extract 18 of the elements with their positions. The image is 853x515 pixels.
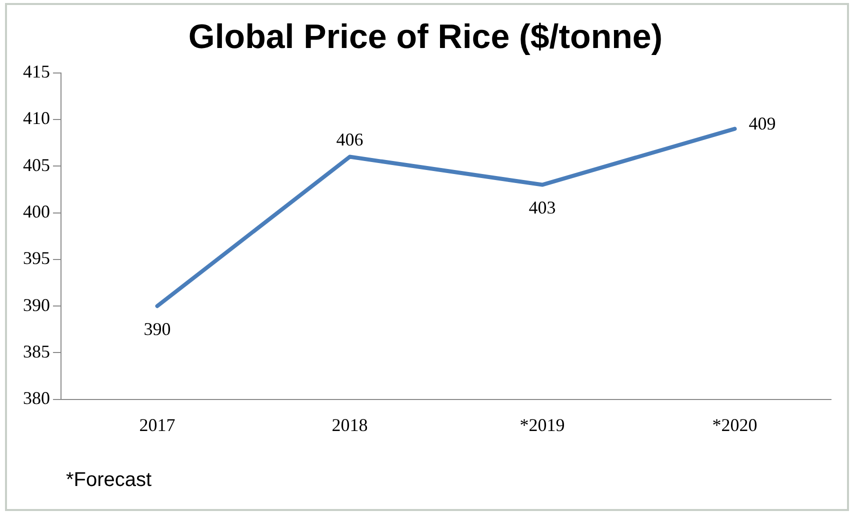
x-tick-label: *2020: [712, 414, 758, 435]
y-tick-label: 385: [23, 341, 50, 362]
text: *Forecast: [66, 469, 152, 491]
y-tick-label: 395: [23, 248, 50, 268]
y-tick-label: 380: [23, 388, 50, 408]
data-label: 406: [336, 130, 364, 150]
data-label: 390: [144, 318, 171, 339]
data-label: 409: [748, 114, 776, 134]
y-tick-label: 410: [23, 108, 50, 128]
x-tick-label: *2019: [520, 414, 565, 435]
x-tick-label: 2017: [139, 414, 176, 435]
y-tick-label: 415: [23, 62, 50, 82]
x-tick-label: 2018: [332, 414, 368, 435]
chart-title: Global Price of Rice ($/tonne): [188, 18, 663, 56]
y-tick-label: 400: [23, 202, 50, 222]
data-label: 403: [528, 198, 556, 218]
y-tick-label: 405: [23, 154, 50, 175]
y-tick-label: 390: [23, 294, 50, 315]
